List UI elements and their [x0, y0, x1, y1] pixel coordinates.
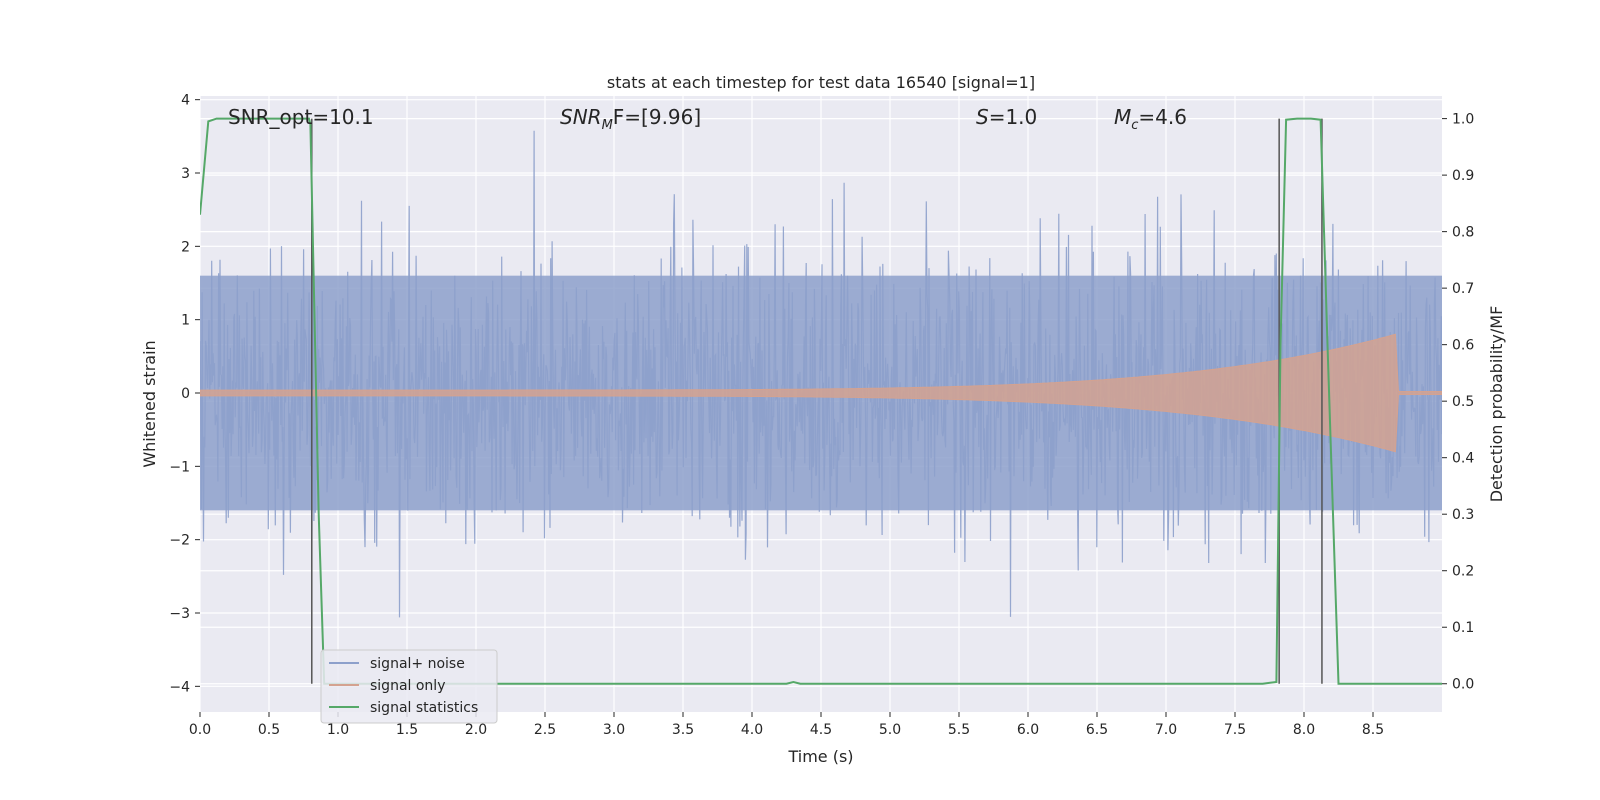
legend-label-signal-noise: signal+ noise [370, 656, 465, 672]
y2-tick-label: 1.0 [1452, 112, 1474, 128]
y2-tick-label: 0.5 [1452, 394, 1474, 410]
x-tick-label: 5.0 [879, 722, 901, 738]
x-tick-label: 8.5 [1362, 722, 1384, 738]
y-axis-label: Whitened strain [140, 340, 159, 467]
annotation-s: S=1.0 [976, 105, 1037, 129]
y2-tick-label: 0.1 [1452, 620, 1474, 636]
x-tick-label: 8.0 [1293, 722, 1315, 738]
y2-tick-label: 0.4 [1452, 451, 1474, 467]
y-tick-label: 0 [181, 386, 190, 402]
data-layer [200, 117, 1442, 685]
x-axis-label: Time (s) [787, 747, 853, 766]
x-tick-label: 3.5 [672, 722, 694, 738]
y2-tick-label: 0.9 [1452, 168, 1474, 184]
annotation-snr-opt: SNR_opt=10.1 [228, 105, 374, 129]
x-tick-label: 1.5 [396, 722, 418, 738]
y2-axis-label: Detection probability/MF [1487, 306, 1506, 503]
y-tick-label: 3 [181, 166, 190, 182]
annotation-snr-mf-sub: M [602, 118, 613, 133]
x-tick-label: 7.5 [1224, 722, 1246, 738]
y-tick-label: −1 [169, 459, 190, 475]
x-tick-label: 7.0 [1155, 722, 1177, 738]
legend-box [320, 649, 498, 724]
y-tick-label: 4 [181, 93, 190, 109]
series-signal-statistics [200, 117, 1442, 685]
x-tick-label: 0.5 [258, 722, 280, 738]
x-tick-label: 3.0 [603, 722, 625, 738]
annotation-snr-mf: SNRMF=[9.96] [560, 105, 701, 133]
y2-tick-label: 0.2 [1452, 564, 1474, 580]
annotation-s-rest: =1.0 [989, 105, 1038, 129]
y2-tick-label: 0.6 [1452, 338, 1474, 354]
x-tick-label: 6.0 [1017, 722, 1039, 738]
annotation-snr-mf-rest: F=[9.96] [613, 105, 701, 129]
x-tick-label: 1.0 [327, 722, 349, 738]
x-tick-label: 2.5 [534, 722, 556, 738]
y-tick-label: −3 [169, 606, 190, 622]
annotation-s-main: S [976, 105, 989, 129]
legend-label-signal-only: signal only [370, 678, 445, 694]
annotation-mc: Mc=4.6 [1114, 105, 1187, 133]
ticks: 0.0 0.5 1.0 1.5 2.0 2.5 3.0 3.5 4.0 4.5 5.0 5.5 6.0 6… [169, 93, 1474, 738]
annotation-snr-mf-main: SNR [560, 105, 602, 129]
y-tick-label: 1 [181, 313, 190, 329]
annotation-mc-main: M [1114, 105, 1131, 129]
x-tick-label: 6.5 [1086, 722, 1108, 738]
x-tick-label: 5.5 [948, 722, 970, 738]
y-tick-label: 2 [181, 239, 190, 255]
y2-tick-label: 0.0 [1452, 677, 1474, 693]
y2-tick-label: 0.3 [1452, 507, 1474, 523]
y2-tick-label: 0.7 [1452, 281, 1474, 297]
annotation-mc-rest: =4.6 [1138, 105, 1187, 129]
annotation-mc-sub: c [1131, 118, 1138, 133]
legend: signal+ noise signal only signal statist… [320, 649, 498, 724]
series-signal-only [200, 333, 1442, 453]
chart-title: stats at each timestep for test data 165… [607, 73, 1035, 92]
y-tick-label: −2 [169, 533, 190, 549]
x-tick-label: 4.5 [810, 722, 832, 738]
y-tick-label: −4 [169, 679, 190, 695]
legend-label-signal-statistics: signal statistics [370, 700, 478, 716]
x-tick-label: 4.0 [741, 722, 763, 738]
y2-tick-label: 0.8 [1452, 225, 1474, 241]
x-tick-label: 0.0 [189, 722, 211, 738]
x-tick-label: 2.0 [465, 722, 487, 738]
